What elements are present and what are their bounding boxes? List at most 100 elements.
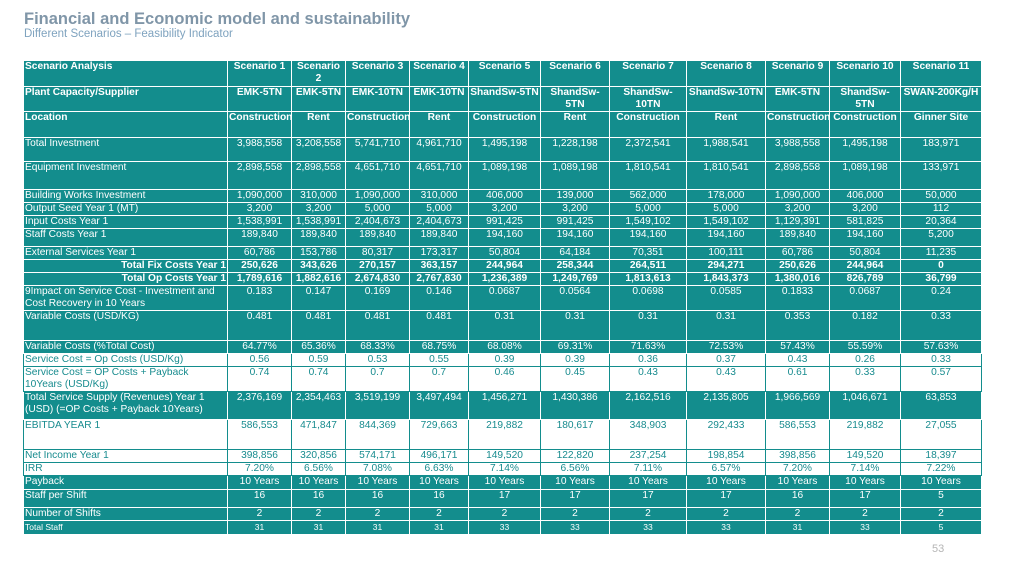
row-label: IRR	[23, 462, 228, 476]
page-number: 53	[932, 543, 945, 555]
table-cell: EMK-10TN	[345, 86, 410, 112]
table-cell: 0.61	[765, 366, 830, 392]
table-cell: 0.0687	[829, 285, 901, 311]
table-cell: 139,000	[540, 189, 610, 203]
table-cell: EMK-5TN	[291, 86, 346, 112]
row-label: Input Costs Year 1	[23, 215, 228, 229]
table-cell: 0	[900, 259, 982, 273]
table-row: Output Seed Year 1 (MT) 3,200 3,200 5,000 5,…	[23, 202, 982, 216]
row-label: Total Op Costs Year 1	[23, 272, 228, 286]
table-cell: 7.20%	[227, 462, 292, 476]
table-cell: 194,160	[829, 228, 901, 247]
table-cell: 31	[291, 520, 346, 535]
table-cell: 406,000	[468, 189, 541, 203]
table-cell: 398,856	[765, 449, 830, 463]
table-row: 9Impact on Service Cost - Investment and…	[23, 285, 982, 311]
table-cell: 244,964	[468, 259, 541, 273]
table-cell: 0.59	[291, 353, 346, 367]
table-cell: 3,519,199	[345, 391, 410, 420]
table-cell: 2,135,805	[686, 391, 766, 420]
table-cell: 2,898,558	[227, 161, 292, 190]
table-cell: 31	[227, 520, 292, 535]
table-cell: 180,617	[540, 419, 610, 450]
table-cell: 0.43	[686, 366, 766, 392]
table-cell: 1,495,198	[829, 137, 901, 162]
table-cell: 2	[609, 507, 687, 521]
table-cell: 70,351	[609, 246, 687, 260]
column-header: Scenario 11	[900, 60, 982, 87]
table-cell: 5,200	[900, 228, 982, 247]
table-cell: ShandSw-5TN	[540, 86, 610, 112]
table-cell: 0.56	[227, 353, 292, 367]
table-row: Net Income Year 1 398,856 320,856 574,171 49…	[23, 449, 982, 463]
table-cell: 189,840	[409, 228, 469, 247]
table-row: Total Fix Costs Year 1 250,626 343,626 270,…	[23, 259, 982, 273]
table-cell: 55.59%	[829, 340, 901, 354]
table-cell: 320,856	[291, 449, 346, 463]
table-cell: Construction	[468, 111, 541, 138]
table-cell: 7.08%	[345, 462, 410, 476]
table-cell: 6.57%	[686, 462, 766, 476]
row-label: Variable Costs (USD/KG)	[23, 310, 228, 341]
table-cell: 50,804	[468, 246, 541, 260]
table-cell: 198,854	[686, 449, 766, 463]
table-cell: 2	[468, 507, 541, 521]
table-cell: 2,404,673	[409, 215, 469, 229]
table-cell: 0.0564	[540, 285, 610, 311]
row-label: Total Investment	[23, 137, 228, 162]
table-cell: 31	[765, 520, 830, 535]
table-cell: 6.63%	[409, 462, 469, 476]
table-cell: Construction	[765, 111, 830, 138]
table-cell: 0.39	[468, 353, 541, 367]
table-cell: 5,000	[409, 202, 469, 216]
table-row: Total Service Supply (Revenues) Year 1 (…	[23, 391, 982, 420]
table-cell: 17	[468, 489, 541, 508]
table-cell: 65.36%	[291, 340, 346, 354]
table-cell: Rent	[686, 111, 766, 138]
table-cell: 4,961,710	[409, 137, 469, 162]
table-cell: 0.39	[540, 353, 610, 367]
table-cell: 310,000	[409, 189, 469, 203]
table-cell: 2,376,169	[227, 391, 292, 420]
table-cell: 36,799	[900, 272, 982, 286]
table-cell: 6.56%	[291, 462, 346, 476]
table-cell: 0.36	[609, 353, 687, 367]
table-cell: 0.43	[609, 366, 687, 392]
table-cell: 1,228,198	[540, 137, 610, 162]
row-label: Number of Shifts	[23, 507, 228, 521]
table-cell: 1,430,386	[540, 391, 610, 420]
table-cell: 31	[345, 520, 410, 535]
table-cell: 1,988,541	[686, 137, 766, 162]
table-cell: 63,853	[900, 391, 982, 420]
table-row: Equipment Investment 2,898,558 2,898,558 4,…	[23, 161, 982, 190]
table-cell: 2,674,830	[345, 272, 410, 286]
table-cell: 0.0585	[686, 285, 766, 311]
table-cell: 31	[409, 520, 469, 535]
table-cell: 16	[409, 489, 469, 508]
row-label: Variable Costs (%Total Cost)	[23, 340, 228, 354]
table-cell: 0.57	[900, 366, 982, 392]
table-cell: 496,171	[409, 449, 469, 463]
table-cell: 586,553	[765, 419, 830, 450]
table-cell: 5,741,710	[345, 137, 410, 162]
table-cell: 68.75%	[409, 340, 469, 354]
table-row: Variable Costs (USD/KG) 0.481 0.481 0.481 0.…	[23, 310, 982, 341]
table-cell: 60,786	[227, 246, 292, 260]
row-label: Net Income Year 1	[23, 449, 228, 463]
table-cell: ShandSw-10TN	[609, 86, 687, 112]
table-cell: 33	[468, 520, 541, 535]
table-cell: 100,111	[686, 246, 766, 260]
table-cell: 471,847	[291, 419, 346, 450]
table-cell: 1,089,198	[540, 161, 610, 190]
table-cell: 2,898,558	[765, 161, 830, 190]
table-cell: 2	[765, 507, 830, 521]
table-cell: 581,825	[829, 215, 901, 229]
table-cell: 1,549,102	[686, 215, 766, 229]
table-cell: 68.08%	[468, 340, 541, 354]
table-cell: 16	[227, 489, 292, 508]
table-cell: 0.182	[829, 310, 901, 341]
table-cell: 10 Years	[900, 475, 982, 490]
table-cell: SWAN-200Kg/H	[900, 86, 982, 112]
table-row: Number of Shifts 2 2 2 2 2 2 2 2 2 2 2	[23, 507, 982, 521]
table-cell: Rent	[540, 111, 610, 138]
